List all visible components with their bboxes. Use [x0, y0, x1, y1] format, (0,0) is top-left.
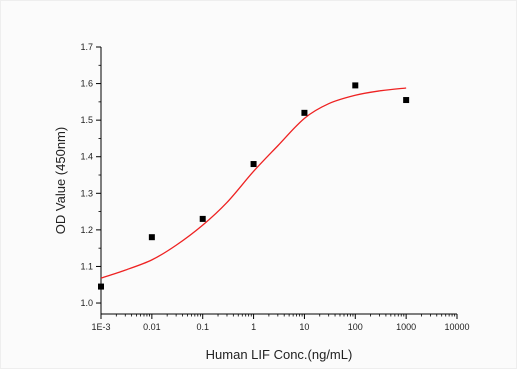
- x-tick-label: 10000: [444, 322, 469, 332]
- data-point: [352, 82, 359, 89]
- y-tick-label: 1.1: [80, 261, 93, 271]
- axes: [100, 47, 457, 315]
- x-tick-label: 0.01: [143, 322, 161, 332]
- y-tick-label: 1.2: [80, 225, 93, 235]
- data-point: [301, 109, 308, 116]
- x-tick-label: 1000: [396, 322, 416, 332]
- y-tick-label: 1.4: [80, 152, 93, 162]
- data-point: [250, 161, 257, 168]
- x-ticks: 1E-3 0.01 0.1 1 10 100 1000 10000: [91, 314, 470, 332]
- x-tick-label: 10: [299, 322, 309, 332]
- data-point: [199, 215, 206, 222]
- y-tick-label: 1.7: [80, 42, 93, 52]
- x-tick-label: 100: [348, 322, 363, 332]
- y-tick-label: 1.0: [80, 298, 93, 308]
- x-tick-label: 1E-3: [91, 322, 110, 332]
- fit-curve-layer: [100, 87, 407, 279]
- y-ticks: 1.0 1.1 1.2 1.3 1.4 1.5 1.6 1.7: [80, 42, 101, 308]
- fit-curve-line: [100, 87, 407, 279]
- data-point: [98, 283, 104, 290]
- x-tick-label: 0.1: [196, 322, 209, 332]
- x-tick-label: 1: [251, 322, 256, 332]
- data-point: [403, 97, 410, 104]
- y-tick-label: 1.5: [80, 115, 93, 125]
- x-axis-title: Human LIF Conc.(ng/mL): [206, 347, 353, 362]
- data-points: [98, 82, 410, 290]
- y-axis-title: OD Value (450nm): [53, 127, 68, 234]
- y-tick-label: 1.3: [80, 188, 93, 198]
- data-point: [148, 234, 155, 241]
- y-tick-label: 1.6: [80, 79, 93, 89]
